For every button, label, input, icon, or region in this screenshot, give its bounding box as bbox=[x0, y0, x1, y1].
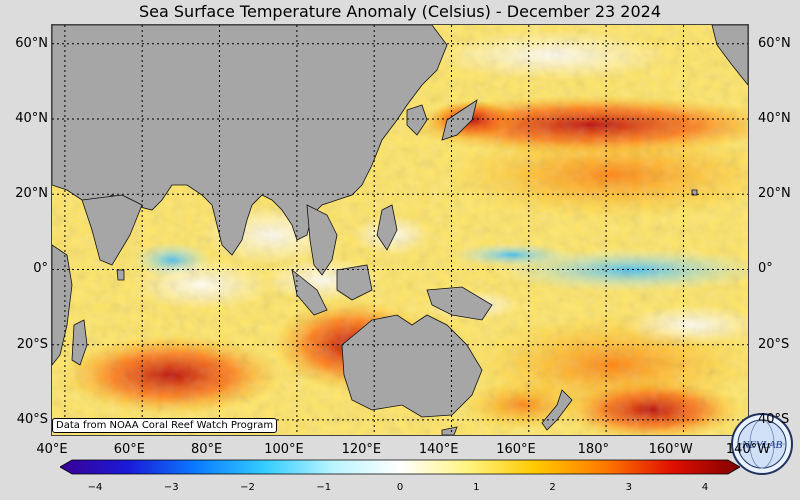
map-canvas bbox=[52, 25, 748, 435]
colorbar-bar bbox=[60, 459, 740, 475]
sri-lanka bbox=[116, 269, 125, 281]
new-zealand bbox=[541, 389, 573, 431]
longitude-label: 140°E bbox=[418, 442, 459, 457]
madagascar bbox=[71, 319, 88, 366]
map-title: Sea Surface Temperature Anomaly (Celsius… bbox=[139, 2, 661, 21]
longitude-label: 120°E bbox=[341, 442, 382, 457]
latitude-label-left: 40°N bbox=[15, 111, 48, 127]
borneo bbox=[336, 264, 373, 301]
korea-peninsula bbox=[406, 104, 428, 136]
colorbar-tick-label: −4 bbox=[87, 482, 103, 493]
north-america-coast bbox=[711, 25, 748, 86]
land-masses bbox=[52, 25, 748, 435]
india bbox=[81, 194, 143, 266]
colorbar-tick-label: −3 bbox=[163, 482, 179, 493]
latitude-label-left: 0° bbox=[33, 261, 48, 277]
longitude-label: 40°E bbox=[36, 442, 68, 457]
longitude-label: 140°W bbox=[725, 442, 771, 457]
colorbar-tick-label: −2 bbox=[240, 482, 255, 493]
graticule bbox=[52, 25, 748, 435]
colorbar-tick-label: 0 bbox=[396, 482, 404, 493]
latitude-label-left: 60°N bbox=[15, 35, 48, 51]
latitude-label-left: 20°S bbox=[16, 336, 48, 352]
indochina-peninsula bbox=[306, 204, 338, 276]
latitude-label-right: 20°N bbox=[758, 186, 791, 202]
nevlab-globe-logo[interactable]: NEVLAB bbox=[730, 412, 794, 476]
philippines bbox=[376, 204, 398, 251]
latitude-label-right: 40°S bbox=[758, 411, 790, 427]
colorbar bbox=[60, 459, 740, 475]
latitude-label-right: 60°N bbox=[758, 35, 791, 51]
colorbar-tick-label: 1 bbox=[473, 482, 480, 493]
longitude-label: 80°E bbox=[191, 442, 223, 457]
sumatra bbox=[291, 269, 328, 316]
australia bbox=[341, 314, 483, 418]
new-guinea bbox=[426, 286, 493, 321]
attribution-note: Data from NOAA Coral Reef Watch Program bbox=[52, 418, 278, 433]
colorbar-tick-label: 2 bbox=[549, 482, 556, 493]
colorbar-tick-label: 4 bbox=[701, 482, 709, 493]
longitude-label: 180° bbox=[577, 442, 609, 457]
logo-text: NEVLAB bbox=[741, 439, 783, 451]
colorbar-tick-label: 3 bbox=[625, 482, 632, 493]
africa-coast bbox=[52, 244, 73, 366]
latitude-label-left: 20°N bbox=[15, 186, 48, 202]
longitude-label: 100°E bbox=[264, 442, 304, 457]
longitude-label: 60°E bbox=[113, 442, 145, 457]
latitude-label-left: 40°S bbox=[16, 411, 48, 427]
colorbar-tick-label: −1 bbox=[316, 482, 332, 493]
longitude-label: 160°E bbox=[496, 442, 536, 457]
longitude-label: 160°W bbox=[648, 442, 693, 457]
hawaii bbox=[691, 189, 698, 196]
latitude-label-right: 20°S bbox=[758, 336, 790, 352]
latitude-label-right: 40°N bbox=[758, 111, 791, 127]
latitude-label-right: 0° bbox=[758, 261, 773, 277]
japan-islands bbox=[441, 99, 478, 141]
tasmania bbox=[441, 426, 458, 435]
sst-anomaly-map bbox=[52, 25, 748, 435]
